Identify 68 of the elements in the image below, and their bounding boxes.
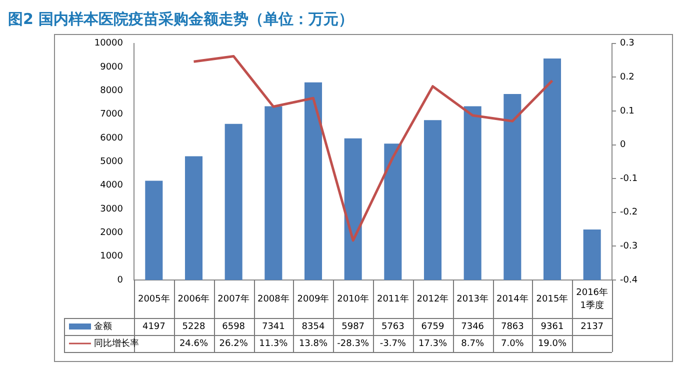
bar bbox=[224, 124, 242, 280]
data-label: 8354 bbox=[302, 322, 325, 332]
data-label: 7346 bbox=[461, 322, 484, 332]
x-tick-label: 2006年 bbox=[178, 293, 210, 304]
bar bbox=[504, 94, 522, 280]
x-tick-label: 2008年 bbox=[257, 293, 290, 304]
data-label: 19.0% bbox=[538, 338, 567, 349]
data-label: 6759 bbox=[421, 322, 444, 332]
data-label: -28.3% bbox=[337, 338, 370, 349]
x-tick-label: 2005年 bbox=[138, 293, 170, 304]
bar bbox=[304, 82, 322, 280]
y2-tick-label: 0 bbox=[620, 140, 626, 150]
bar bbox=[145, 180, 163, 280]
data-label: 11.3% bbox=[259, 338, 288, 349]
data-label: 13.8% bbox=[298, 338, 328, 349]
bar bbox=[344, 138, 362, 280]
data-label: 5228 bbox=[182, 322, 206, 332]
data-label: 17.3% bbox=[418, 338, 448, 349]
x-tick-label: 2010年 bbox=[337, 293, 370, 304]
y2-tick-label: 0.2 bbox=[620, 72, 634, 83]
data-label: 6598 bbox=[222, 322, 246, 332]
bar bbox=[264, 106, 282, 280]
x-tick-label: 2015年 bbox=[536, 293, 568, 304]
y-tick-label: 2000 bbox=[100, 228, 124, 238]
x-tick-label: 2011年 bbox=[376, 293, 409, 304]
data-label: -3.7% bbox=[380, 338, 406, 349]
y2-tick-label: -0.3 bbox=[620, 242, 638, 252]
y-tick-label: 9000 bbox=[100, 62, 124, 72]
y-tick-label: 8000 bbox=[100, 86, 124, 96]
y-tick-label: 1000 bbox=[100, 252, 124, 262]
data-label: 7.0% bbox=[500, 338, 524, 349]
bar bbox=[384, 144, 402, 280]
y-tick-label: 7000 bbox=[100, 110, 124, 120]
bar bbox=[543, 58, 562, 280]
x-tick-label: 2014年 bbox=[496, 293, 528, 304]
bar bbox=[184, 156, 203, 280]
y2-tick-label: 0.3 bbox=[620, 38, 634, 49]
x-tick-label: 2012年 bbox=[416, 293, 449, 304]
y2-tick-label: 0.1 bbox=[620, 106, 634, 116]
data-label: 24.6% bbox=[179, 338, 208, 349]
y-tick-label: 10000 bbox=[94, 38, 124, 49]
x-tick-label: 2013年 bbox=[456, 293, 489, 304]
y-tick-label: 3000 bbox=[100, 204, 124, 214]
x-tick-label: 2007年 bbox=[218, 293, 250, 304]
bar bbox=[464, 106, 482, 280]
x-tick-label: 2016年1季度 bbox=[576, 286, 608, 311]
data-label: 7341 bbox=[262, 322, 285, 332]
bar bbox=[583, 229, 601, 280]
chart-title: 图2 国内样本医院疫苗采购金额走势（单位：万元） bbox=[8, 9, 355, 30]
y2-tick-label: -0.1 bbox=[620, 174, 638, 184]
bar bbox=[424, 120, 442, 280]
data-label: 26.2% bbox=[219, 338, 248, 349]
legend-label: 金额 bbox=[94, 320, 112, 332]
y-tick-label: 4000 bbox=[100, 180, 124, 191]
data-label: 2137 bbox=[580, 322, 604, 332]
data-label: 4197 bbox=[142, 322, 166, 332]
y-tick-label: 5000 bbox=[100, 157, 124, 168]
data-label: 5763 bbox=[381, 322, 404, 332]
y2-tick-label: -0.2 bbox=[620, 208, 638, 218]
data-label: 5987 bbox=[342, 322, 365, 332]
data-label: 9361 bbox=[540, 322, 564, 332]
legend-label: 同比增长率 bbox=[94, 338, 139, 349]
data-label: 8.7% bbox=[461, 338, 484, 349]
y2-tick-label: -0.4 bbox=[620, 275, 638, 286]
x-tick-label: 2009年 bbox=[297, 293, 330, 304]
y-tick-label: 0 bbox=[117, 275, 124, 286]
data-label: 7863 bbox=[500, 322, 524, 332]
y-tick-label: 6000 bbox=[100, 133, 124, 144]
